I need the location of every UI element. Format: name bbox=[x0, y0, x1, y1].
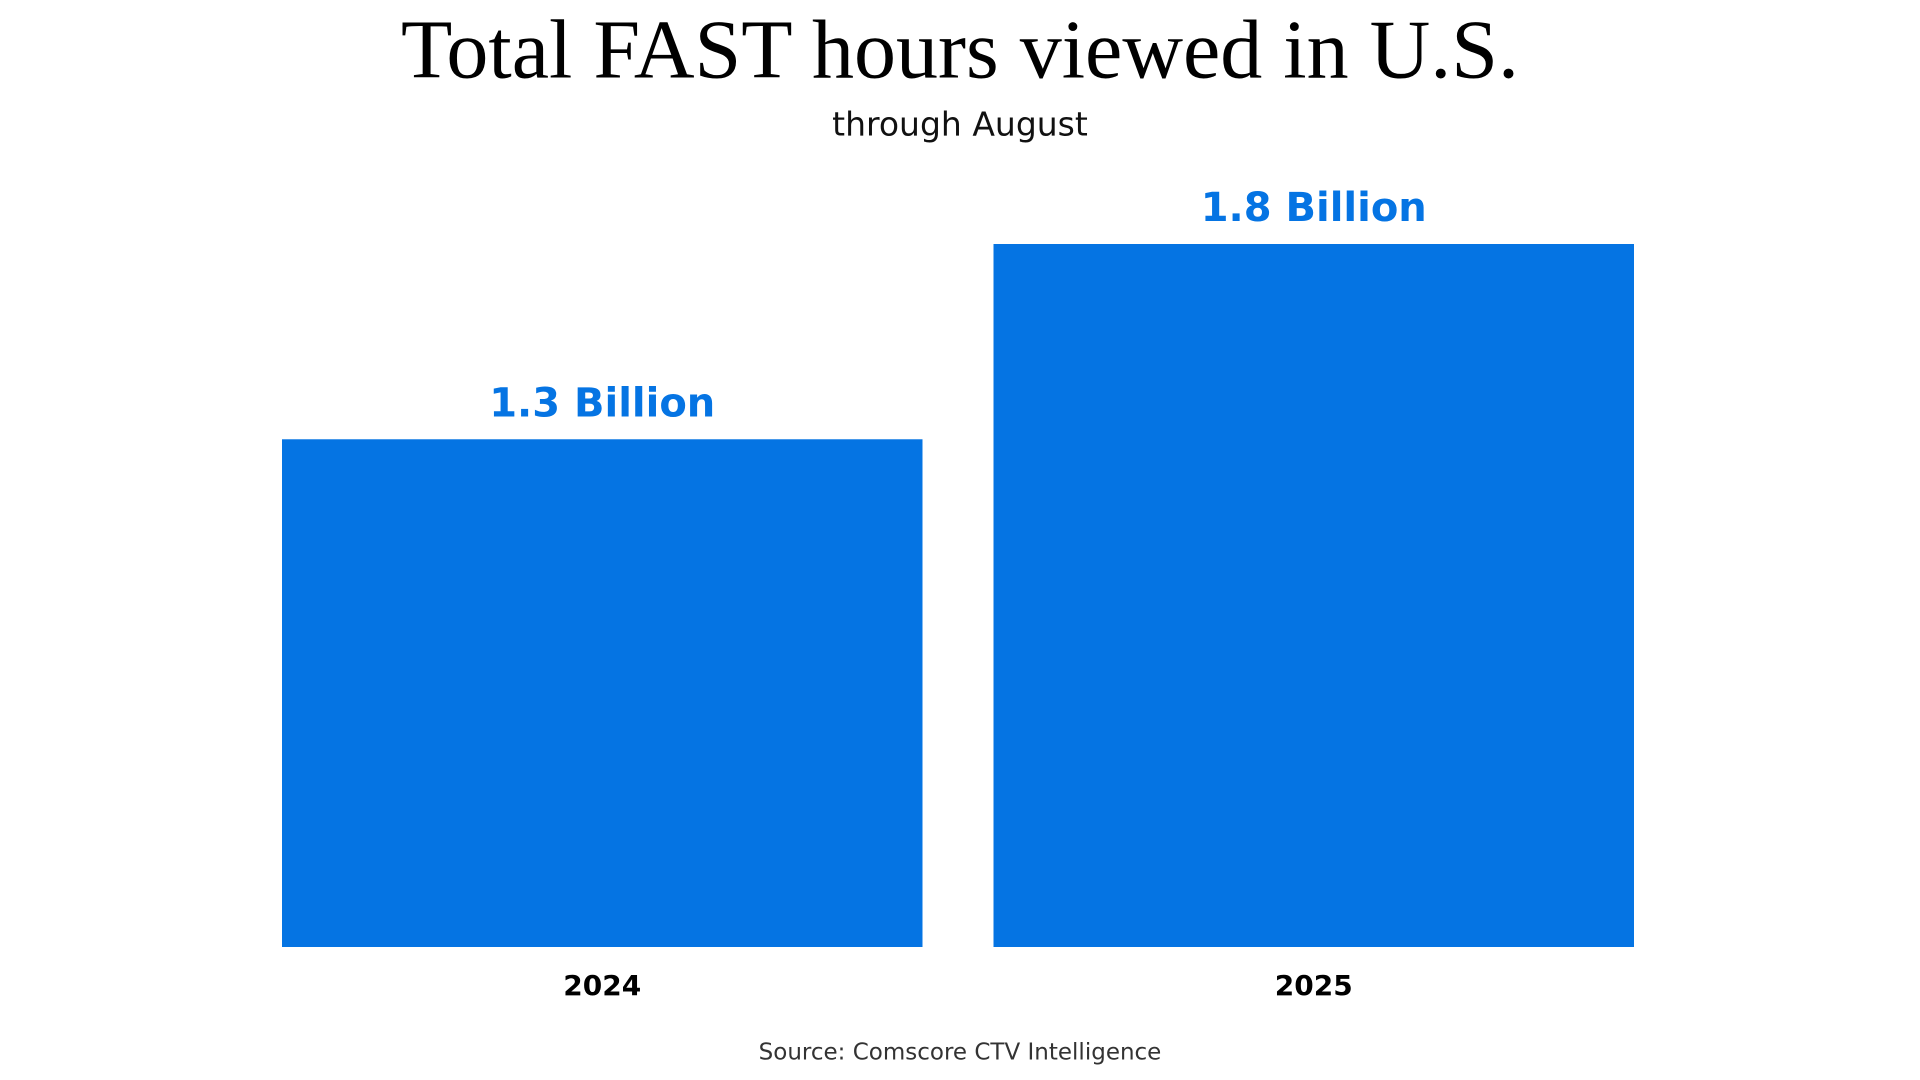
bar bbox=[282, 439, 923, 947]
source-note: Source: Comscore CTV Intelligence bbox=[759, 1040, 1162, 1066]
x-tick-label: 2024 bbox=[563, 969, 641, 1002]
value-label: 1.8 Billion bbox=[1201, 185, 1427, 231]
chart-subtitle: through August bbox=[832, 105, 1088, 144]
chart-title: Total FAST hours viewed in U.S. bbox=[401, 3, 1519, 96]
value-label: 1.3 Billion bbox=[489, 380, 715, 426]
x-tick-label: 2025 bbox=[1275, 969, 1353, 1002]
bar bbox=[993, 244, 1634, 947]
